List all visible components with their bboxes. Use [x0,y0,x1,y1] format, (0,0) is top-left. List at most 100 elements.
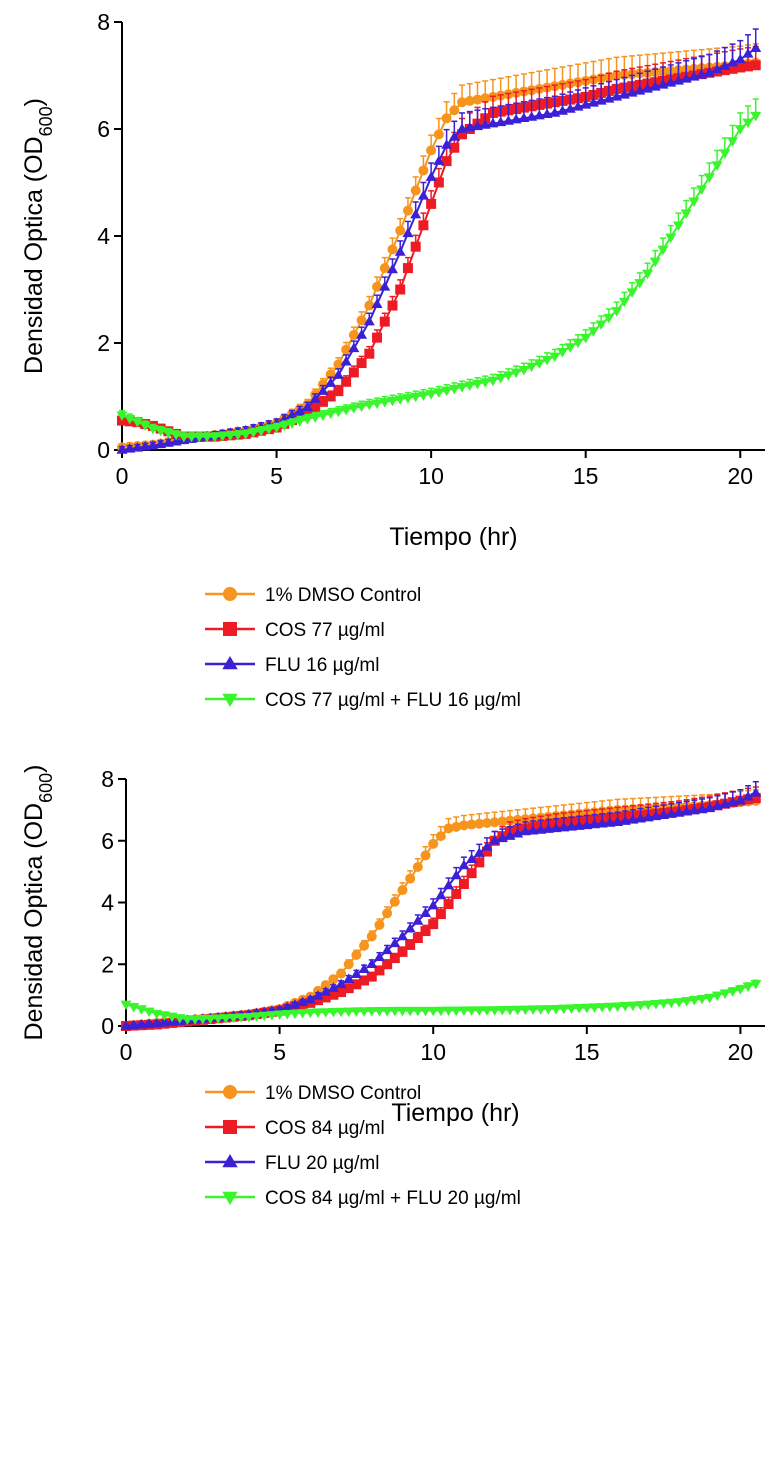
data-point [181,1015,193,1025]
data-point [343,973,355,984]
data-point [441,113,452,124]
x-tick-label: 15 [574,1039,600,1065]
data-point [289,999,301,1009]
data-point [673,998,685,1008]
data-point [116,444,128,454]
data-point [220,1014,232,1024]
data-point [533,359,545,369]
data-point [443,899,454,910]
legend-item: COS 77 µg/ml [205,620,385,641]
data-point [711,63,723,74]
data-point [418,220,429,231]
data-point [535,1005,547,1015]
data-point [166,1012,178,1023]
data-point [412,915,424,925]
data-point [425,171,437,181]
data-point [448,384,460,395]
y-tick-label: 6 [97,116,110,142]
data-point [611,307,623,317]
legend-marker [222,693,238,708]
data-point [350,1007,362,1017]
legend-item: COS 77 µg/ml + FLU 16 µg/ml [205,690,521,711]
legend-label: FLU 16 µg/ml [265,655,379,676]
data-point [333,386,344,397]
data-point [487,117,499,128]
data-point [433,388,445,398]
data-point [420,850,431,861]
data-point [473,1006,485,1016]
growth-curve-chart-top: 0 2 4 6 8 0 5 10 15 20 Tiempo (hr) Densidad Optica … [20,9,765,711]
data-point [541,355,553,366]
data-point [397,885,408,896]
data-point [382,959,393,970]
data-point [348,342,360,353]
data-point [386,263,398,274]
data-point [124,443,136,453]
data-point [557,347,569,358]
data-point [474,818,485,829]
data-point [480,93,491,104]
data-point [366,958,378,968]
data-point [131,418,143,428]
data-point [549,352,561,363]
chart-panel-top: 0 2 4 6 8 0 5 10 15 20 Tiempo (hr) Densidad Optica … [20,9,765,711]
data-point [510,113,522,124]
data-point [451,889,462,900]
data-point [425,390,437,400]
data-point [197,1014,209,1025]
data-point [558,1004,570,1015]
data-point [742,61,753,72]
data-point [510,368,522,379]
data-point [389,1006,401,1017]
data-point [351,949,362,960]
data-point [464,381,476,392]
legend-label: COS 84 µg/ml + FLU 20 µg/ml [265,1188,521,1209]
data-point [479,119,491,129]
data-point [742,791,754,801]
data-point [504,1005,516,1016]
data-point [394,246,406,256]
data-point [750,111,762,122]
data-point [451,821,462,832]
data-point [382,908,393,919]
data-point [389,937,401,948]
data-point [151,1017,163,1028]
data-point [158,1017,170,1027]
data-point [464,121,476,132]
data-point [541,108,553,119]
data-point [634,279,646,289]
data-point [412,1006,424,1017]
data-point [124,414,136,425]
data-point [278,421,290,432]
data-point [727,987,739,997]
data-point [427,899,439,910]
data-point [502,371,514,381]
data-point [356,315,367,326]
data-point [604,1002,616,1013]
data-point [472,120,484,131]
data-point [320,1008,332,1018]
data-point [356,358,367,369]
data-point [128,1019,140,1030]
legend-label: 1% DMSO Control [265,585,421,606]
data-point [418,165,429,176]
data-point [174,1014,186,1024]
data-point [343,983,354,994]
data-point [458,1006,470,1017]
data-point [572,338,584,349]
data-point [289,1009,301,1020]
data-point [466,1006,478,1016]
data-point [420,907,432,918]
data-point [649,257,661,268]
data-point [389,953,400,964]
data-point [317,385,329,395]
data-point [366,971,377,982]
data-point [281,1010,293,1020]
data-point [719,60,731,70]
data-point [727,57,739,67]
data-point [394,395,406,405]
legend-label: FLU 20 µg/ml [265,1153,379,1174]
data-point [443,823,454,834]
data-point [404,922,416,933]
data-point [386,396,398,407]
